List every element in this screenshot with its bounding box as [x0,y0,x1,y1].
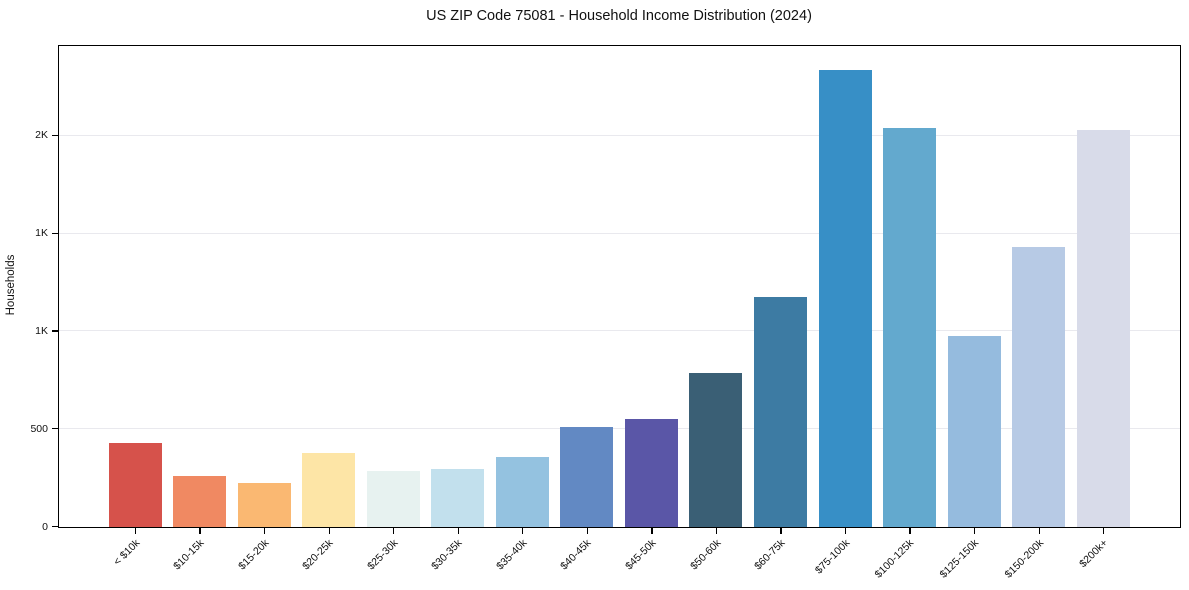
plot-area [58,45,1181,528]
x-tick-mark-< $10k [134,528,137,534]
bar-$20-25k [302,452,356,527]
x-tick-mark-$20-25k [328,528,330,534]
x-tick-mark-$40-45k [586,528,588,534]
y-tick-mark-1000 [52,330,58,332]
bar-$25-30k [366,471,420,527]
x-tick-mark-$25-30k [393,528,395,534]
x-tick-mark-$60-75k [780,528,782,534]
x-tick-label-$20-25k: $20-25k [300,537,336,573]
x-tick-mark-$50-60k [715,528,718,534]
y-tick-label-1500: 1K [35,227,48,240]
x-tick-mark-$75-100k [844,528,847,534]
bar-$30-35k [431,469,485,527]
x-tick-label-$100-125k: $100-125k [873,537,917,581]
y-tick-label-1000: 1K [35,324,48,337]
chart-title: US ZIP Code 75081 - Household Income Dis… [426,8,812,24]
x-tick-mark-$15-20k [263,528,266,534]
bar-$60-75k [754,297,807,527]
bar-$75-100k [818,69,872,527]
x-tick-label-$150-200k: $150-200k [1002,537,1046,581]
x-tick-label-$40-45k: $40-45k [558,537,594,573]
bar-$15-20k [237,483,291,527]
x-tick-label-$50-60k: $50-60k [687,537,723,573]
bar-$100-125k [883,128,937,527]
bar-$45-50k [624,418,678,527]
x-tick-label-$45-50k: $45-50k [623,537,659,573]
y-axis-label: Households [5,254,17,316]
bar-$35-40k [495,456,549,527]
x-tick-mark-$125-150k [974,528,976,534]
x-tick-label-$15-20k: $15-20k [235,537,272,573]
bar-$40-45k [560,427,614,527]
x-tick-label-$30-35k: $30-35k [429,537,465,573]
y-tick-label-0: 0 [42,520,48,533]
y-tick-label-500: 500 [30,422,48,435]
x-tick-mark-$45-50k [651,528,653,534]
y-tick-mark-2000 [52,134,58,137]
x-tick-mark-$200k+ [1103,528,1105,534]
x-tick-label-< $10k: < $10k [110,537,142,568]
x-tick-mark-$100-125k [909,528,911,534]
bar-$10-15k [173,476,227,527]
bar-$125-150k [947,336,1001,527]
gridline-2000 [59,134,1180,136]
x-tick-mark-$10-15k [199,528,201,534]
x-tick-label-$10-15k: $10-15k [171,537,207,573]
y-tick-mark-500 [52,428,58,430]
bar-$50-60k [689,372,743,527]
gridline-1000 [59,330,1180,332]
x-tick-mark-$35-40k [522,528,524,534]
x-tick-mark-$150-200k [1038,528,1040,534]
y-tick-mark-1500 [52,232,58,234]
gridline-500 [59,428,1180,430]
bar-$200k+ [1076,130,1130,527]
bar-$150-200k [1012,247,1066,527]
gridline-1500 [59,232,1180,234]
x-tick-label-$60-75k: $60-75k [752,537,788,573]
x-tick-mark-$30-35k [457,528,459,534]
x-tick-label-$125-150k: $125-150k [937,537,982,581]
y-tick-label-2000: 2K [35,129,48,142]
x-tick-label-$75-100k: $75-100k [812,537,853,577]
x-tick-label-$200k+: $200k+ [1077,537,1111,571]
x-tick-label-$25-30k: $25-30k [364,537,401,573]
y-tick-mark-0 [52,525,58,528]
bar-< $10k [108,442,162,527]
x-tick-label-$35-40k: $35-40k [493,537,530,573]
